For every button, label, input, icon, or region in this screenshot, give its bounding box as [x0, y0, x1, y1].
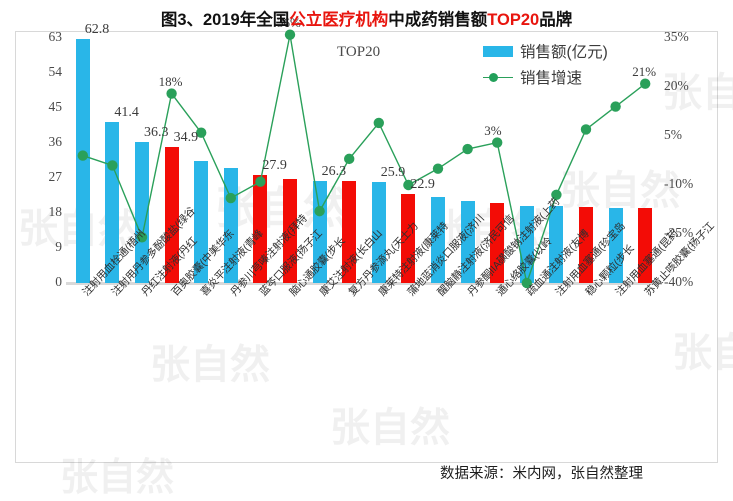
bar-value-label: 26.3 — [321, 163, 347, 179]
bar-value-label: 25.9 — [380, 165, 406, 181]
title-part-2: 公立医疗机构 — [289, 11, 389, 29]
bar — [579, 206, 593, 283]
y-axis-left-tick: 0 — [55, 274, 62, 289]
bar — [283, 178, 297, 283]
bar — [164, 147, 179, 283]
bar — [608, 207, 623, 283]
line-marker — [196, 127, 207, 138]
bar-value-label: 34.9 — [173, 130, 199, 146]
x-axis-baseline — [66, 282, 662, 285]
bar — [549, 206, 564, 283]
line-value-label: 36% — [277, 14, 301, 30]
line-marker — [225, 192, 236, 204]
top20-annotation: TOP20 — [337, 44, 381, 60]
bar-value-label: 62.8 — [84, 21, 110, 37]
y-axis-left-tick: 45 — [48, 99, 63, 114]
line-marker — [284, 29, 296, 40]
y-axis-left-tick: 9 — [55, 239, 62, 254]
legend-swatch-bar-icon — [483, 45, 513, 57]
legend-item-bar[interactable]: 销售额(亿元) — [483, 38, 608, 64]
line-marker — [551, 189, 562, 200]
y-axis-left-tick: 63 — [48, 29, 63, 44]
y-axis-right-tick: 20% — [664, 78, 689, 93]
line-marker — [492, 137, 503, 148]
legend-label-line: 销售增速 — [520, 70, 583, 87]
line-marker — [580, 124, 592, 135]
y-axis-left-tick: 27 — [48, 169, 63, 184]
line-path — [82, 34, 646, 286]
bar — [342, 180, 357, 283]
line-value-label: 18% — [158, 73, 183, 89]
y-axis-left-tick: 18 — [48, 204, 63, 219]
bar — [401, 193, 416, 283]
line-marker — [521, 277, 532, 289]
legend: 销售额(亿元) 销售增速 — [483, 38, 608, 90]
line-marker — [107, 160, 118, 171]
y-axis-right-tick: 5% — [664, 127, 682, 142]
plot-frame — [15, 31, 718, 463]
line-value-label: 3% — [484, 122, 502, 138]
line-marker — [610, 101, 621, 112]
line-value-label: 21% — [632, 63, 657, 79]
legend-label-bar: 销售额(亿元) — [520, 44, 608, 61]
y-axis-left-tick: 54 — [48, 64, 63, 79]
title-part-1: 图3、2019年全国 — [160, 11, 290, 29]
bar — [638, 207, 653, 283]
bar — [431, 196, 445, 283]
title-part-5: 品牌 — [539, 11, 573, 29]
page-title: 图3、2019年全国公立医疗机构中成药销售额TOP20品牌 — [0, 6, 733, 30]
bar-value-label: 22.9 — [410, 176, 435, 192]
bar — [135, 141, 149, 283]
y-axis-right-tick: -10% — [664, 176, 694, 191]
line-marker — [314, 205, 325, 217]
y-axis-left-tick: 36 — [48, 134, 63, 149]
bar — [194, 160, 209, 283]
legend-swatch-line-icon — [483, 72, 513, 83]
bar — [371, 182, 386, 283]
bar — [253, 174, 268, 283]
chart-root: 张自然 张自然 张自然 张自然 张自然 张自然 张自然 张自然 张自然 图3、2… — [0, 6, 733, 499]
plot-area — [68, 29, 660, 289]
line-marker — [373, 117, 384, 129]
title-part-4: TOP20 — [487, 11, 540, 29]
bar-value-label: 41.4 — [114, 105, 139, 120]
legend-item-line[interactable]: 销售增速 — [483, 64, 608, 90]
source-note: 数据来源：米内网，张自然整理 — [440, 466, 643, 482]
bar-value-label: 36.3 — [144, 124, 169, 140]
line-marker — [432, 163, 444, 174]
title-part-3: 中成药销售额 — [388, 11, 488, 29]
line-series — [77, 29, 651, 289]
bar — [490, 203, 505, 283]
line-marker — [136, 232, 148, 243]
y-axis-right-tick: 35% — [664, 29, 689, 44]
line-marker — [462, 143, 473, 155]
line-marker — [166, 88, 177, 99]
y-axis-right-tick: -40% — [664, 274, 694, 289]
y-axis-right-tick: -25% — [664, 225, 694, 240]
line-marker — [77, 150, 88, 161]
bar — [460, 200, 475, 283]
line-marker — [255, 176, 266, 187]
bar — [75, 38, 90, 283]
line-marker — [344, 153, 355, 165]
bar-value-label: 27.9 — [262, 157, 287, 173]
line-marker — [640, 78, 651, 89]
line-marker — [403, 179, 414, 191]
